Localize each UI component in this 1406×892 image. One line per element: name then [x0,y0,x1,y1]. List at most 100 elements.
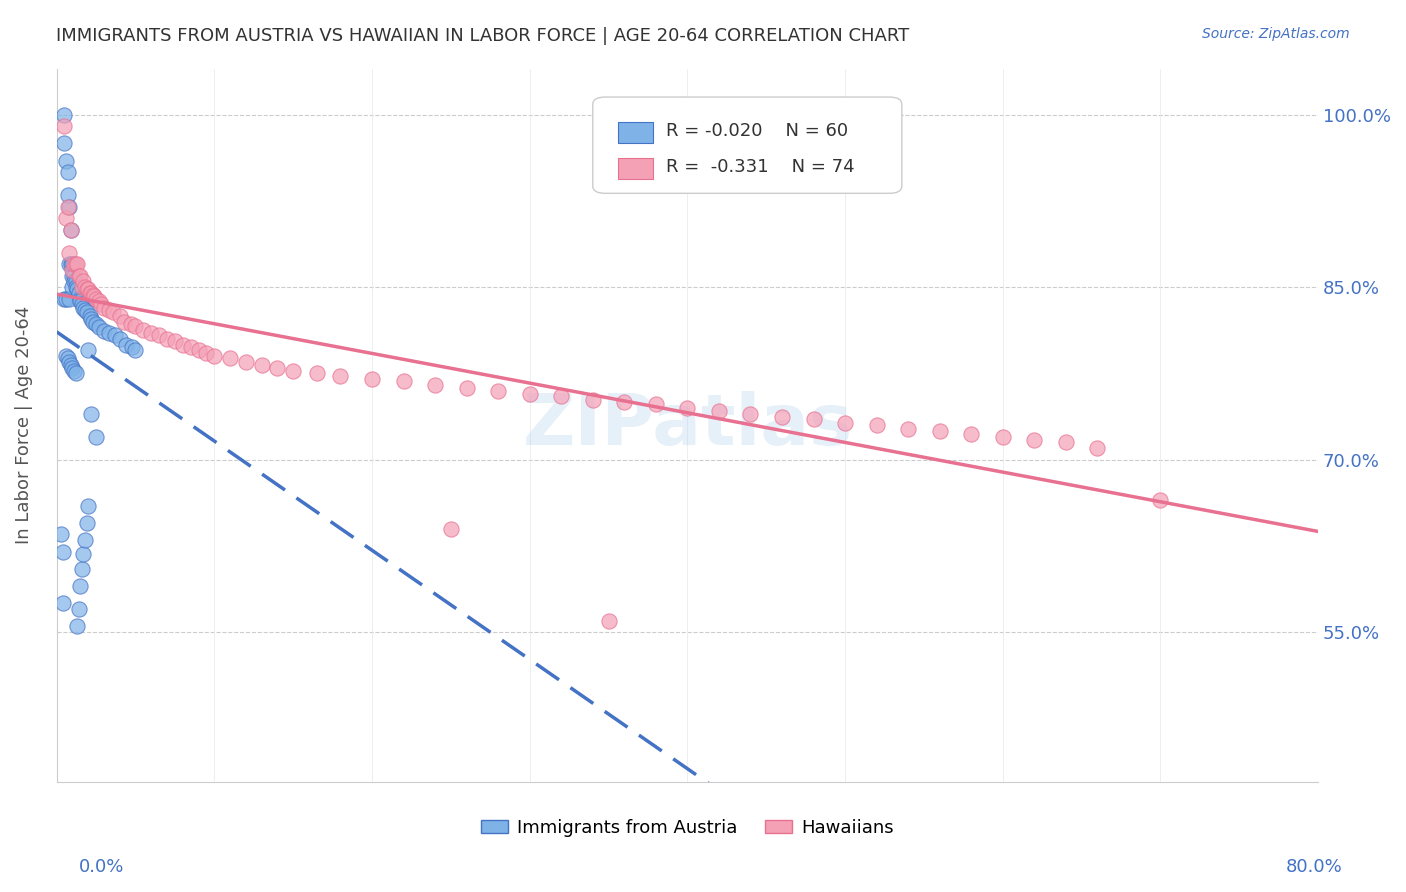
Hawaiians [80,285,103,300]
Hawaiians [108,309,131,323]
Hawaiians [219,351,242,366]
Immigrants from Austria [70,562,93,576]
Y-axis label: In Labor Force | Age 20-64: In Labor Force | Age 20-64 [15,306,32,544]
Hawaiians [598,614,620,628]
Hawaiians [90,297,112,311]
Hawaiians [803,412,825,426]
Hawaiians [172,337,194,351]
Immigrants from Austria [115,337,138,351]
Immigrants from Austria [52,544,75,558]
Immigrants from Austria [82,315,104,329]
Immigrants from Austria [84,429,107,443]
Hawaiians [644,397,666,411]
Hawaiians [70,280,93,294]
Hawaiians [202,349,225,363]
Hawaiians [124,319,146,334]
Immigrants from Austria [52,596,75,610]
Hawaiians [250,359,273,373]
Immigrants from Austria [76,305,98,319]
Immigrants from Austria [79,309,101,323]
Bar [619,122,654,144]
Immigrants from Austria [58,355,80,369]
Hawaiians [69,268,91,283]
Hawaiians [519,387,541,401]
Immigrants from Austria [65,274,87,288]
Hawaiians [1024,433,1046,447]
Hawaiians [676,401,699,415]
Text: R =  -0.331    N = 74: R = -0.331 N = 74 [666,158,855,176]
Hawaiians [613,395,636,409]
Hawaiians [1149,492,1171,507]
Immigrants from Austria [63,364,86,378]
Immigrants from Austria [84,317,107,331]
Text: 80.0%: 80.0% [1286,858,1343,876]
Immigrants from Austria [53,292,76,306]
Immigrants from Austria [58,200,80,214]
Text: R = -0.020    N = 60: R = -0.020 N = 60 [666,122,848,140]
Immigrants from Austria [60,257,83,271]
Immigrants from Austria [63,268,86,283]
Immigrants from Austria [56,351,79,366]
Immigrants from Austria [66,619,89,633]
Hawaiians [67,268,90,283]
Immigrants from Austria [108,332,131,346]
Hawaiians [740,407,762,421]
Hawaiians [65,257,87,271]
Hawaiians [93,301,115,315]
Hawaiians [329,368,352,383]
Hawaiians [120,317,142,331]
Hawaiians [865,418,887,433]
Hawaiians [834,416,856,430]
Text: 0.0%: 0.0% [79,858,124,876]
Hawaiians [582,392,605,407]
Hawaiians [89,293,111,308]
Immigrants from Austria [77,499,100,513]
Bar [619,158,654,179]
Hawaiians [266,360,288,375]
Hawaiians [132,323,155,337]
Hawaiians [440,522,463,536]
Immigrants from Austria [59,359,82,373]
Hawaiians [1054,435,1077,450]
Immigrants from Austria [58,257,80,271]
Immigrants from Austria [63,274,86,288]
Hawaiians [770,410,793,425]
Hawaiians [960,427,983,442]
Hawaiians [84,292,107,306]
Hawaiians [486,384,509,398]
Hawaiians [1085,441,1108,455]
Hawaiians [82,288,104,302]
Hawaiians [392,375,415,389]
Hawaiians [456,381,478,395]
Hawaiians [423,377,446,392]
Immigrants from Austria [80,407,103,421]
Hawaiians [58,245,80,260]
FancyBboxPatch shape [593,97,901,194]
Text: IMMIGRANTS FROM AUSTRIA VS HAWAIIAN IN LABOR FORCE | AGE 20-64 CORRELATION CHART: IMMIGRANTS FROM AUSTRIA VS HAWAIIAN IN L… [56,27,910,45]
Legend: Immigrants from Austria, Hawaiians: Immigrants from Austria, Hawaiians [474,812,901,844]
Immigrants from Austria [60,360,83,375]
Text: Source: ZipAtlas.com: Source: ZipAtlas.com [1202,27,1350,41]
Hawaiians [63,257,86,271]
Immigrants from Austria [80,312,103,326]
Immigrants from Austria [56,165,79,179]
Immigrants from Austria [59,257,82,271]
Hawaiians [83,289,105,303]
Hawaiians [180,340,202,354]
Immigrants from Austria [97,326,120,340]
Immigrants from Austria [53,136,76,151]
Hawaiians [97,303,120,318]
Hawaiians [305,367,328,381]
Text: ZIPatlas: ZIPatlas [522,391,852,459]
Hawaiians [73,280,96,294]
Hawaiians [928,424,950,438]
Hawaiians [361,372,384,386]
Immigrants from Austria [121,340,143,354]
Hawaiians [76,282,98,296]
Hawaiians [72,274,94,288]
Hawaiians [235,355,257,369]
Immigrants from Austria [55,349,77,363]
Hawaiians [195,345,218,359]
Hawaiians [66,257,89,271]
Hawaiians [156,332,179,346]
